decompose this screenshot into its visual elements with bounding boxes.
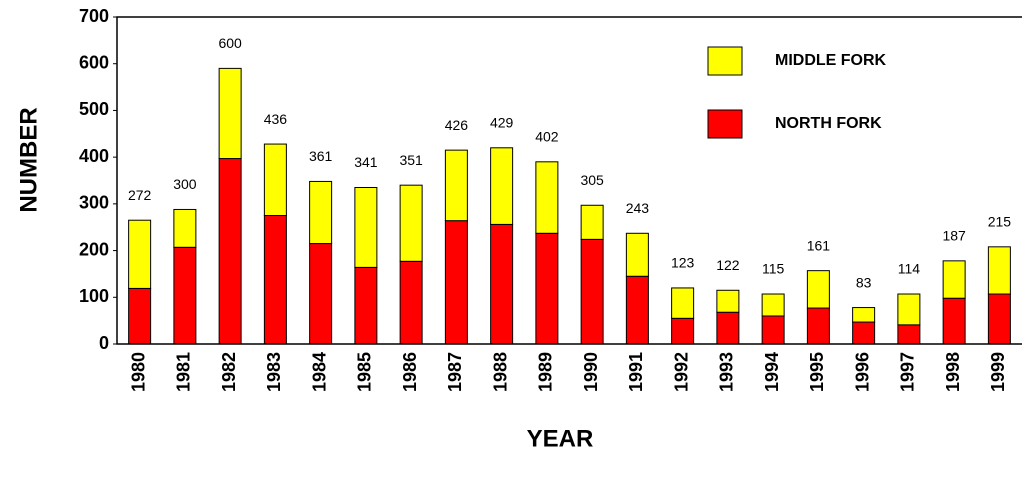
x-tick-label: 1995 (807, 352, 827, 392)
total-label: 600 (218, 35, 242, 51)
bar-segment (942, 297, 966, 345)
bar-segment (399, 184, 423, 262)
x-tick-label: 1982 (219, 352, 239, 392)
total-label: 300 (173, 176, 197, 192)
x-tick-label: 1996 (852, 352, 872, 392)
total-label: 243 (626, 200, 650, 216)
x-tick-label: 1980 (128, 352, 148, 392)
y-tick-label: 200 (79, 239, 109, 259)
total-label: 123 (671, 255, 695, 271)
total-label: 272 (128, 187, 152, 203)
x-tick-label: 1999 (988, 352, 1008, 392)
y-tick-label: 700 (79, 6, 109, 26)
y-tick-label: 300 (79, 193, 109, 213)
bar-segment (173, 246, 197, 345)
total-label: 351 (399, 152, 423, 168)
bar-segment (535, 161, 559, 234)
bar-segment (309, 180, 333, 245)
total-label: 305 (580, 172, 604, 188)
legend-label: MIDDLE FORK (775, 52, 887, 69)
bar-segment (354, 187, 378, 268)
total-label: 436 (264, 111, 288, 127)
bar-segment (806, 307, 830, 345)
bar-segment (263, 143, 287, 217)
y-tick-label: 100 (79, 286, 109, 306)
total-label: 115 (762, 261, 785, 277)
bar-segment (852, 307, 876, 323)
bar-segment (671, 317, 695, 345)
bar-segment (444, 220, 468, 345)
bar-segment (806, 270, 830, 309)
total-label: 114 (898, 261, 921, 277)
total-label: 341 (354, 154, 378, 170)
total-label: 161 (807, 237, 831, 253)
bar-segment (309, 243, 333, 345)
legend-swatch (707, 46, 743, 76)
x-tick-label: 1994 (762, 352, 782, 392)
x-tick-label: 1997 (898, 352, 918, 392)
x-tick-label: 1992 (671, 352, 691, 392)
x-tick-label: 1988 (490, 352, 510, 392)
x-tick-label: 1986 (400, 352, 420, 392)
y-axis-title: NUMBER (15, 107, 42, 212)
bar-segment (852, 321, 876, 345)
x-tick-label: 1990 (581, 352, 601, 392)
bar-segment (942, 260, 966, 299)
y-tick-label: 0 (99, 333, 109, 353)
total-label: 402 (535, 129, 559, 145)
bar-segment (897, 324, 921, 345)
bar-segment (987, 293, 1011, 345)
y-tick-label: 400 (79, 146, 109, 166)
bar-segment (218, 158, 242, 345)
x-axis-title: YEAR (527, 425, 594, 452)
bar-segment (716, 311, 740, 345)
x-tick-label: 1989 (536, 352, 556, 392)
x-tick-label: 1984 (309, 352, 329, 392)
bar-segment (490, 223, 514, 345)
total-label: 215 (988, 214, 1012, 230)
bar-segment (761, 315, 785, 345)
bar-segment (218, 67, 242, 160)
total-label: 426 (445, 117, 469, 133)
bar-segment (399, 260, 423, 345)
bar-segment (625, 275, 649, 345)
bar-segment (490, 147, 514, 225)
bar-segment (987, 246, 1011, 295)
bar-segment (716, 289, 740, 313)
bar-segment (444, 149, 468, 222)
x-tick-label: 1998 (943, 352, 963, 392)
x-tick-label: 1981 (174, 352, 194, 392)
legend-swatch (707, 109, 743, 139)
bar-segment (897, 293, 921, 326)
bar-segment (128, 219, 152, 289)
total-label: 429 (490, 115, 514, 131)
bar-segment (671, 287, 695, 319)
bar-segment (354, 266, 378, 345)
total-label: 361 (309, 148, 333, 164)
bar-segment (535, 232, 559, 345)
bar-segment (173, 208, 197, 248)
bar-segment (580, 238, 604, 345)
plot-frame (116, 16, 1022, 345)
y-tick-label: 600 (79, 52, 109, 72)
legend-label: NORTH FORK (775, 115, 882, 132)
x-tick-label: 1993 (717, 352, 737, 392)
bar-segment (128, 287, 152, 345)
y-tick-label: 500 (79, 99, 109, 119)
total-label: 187 (942, 228, 966, 244)
bar-segment (580, 204, 604, 240)
total-label: 83 (856, 274, 872, 290)
total-label: 122 (716, 257, 740, 273)
bar-segment (761, 293, 785, 317)
x-tick-label: 1985 (355, 352, 375, 392)
x-tick-label: 1991 (626, 352, 646, 392)
x-tick-label: 1983 (264, 352, 284, 392)
bar-segment (625, 232, 649, 277)
x-tick-label: 1987 (445, 352, 465, 392)
bar-segment (263, 215, 287, 345)
